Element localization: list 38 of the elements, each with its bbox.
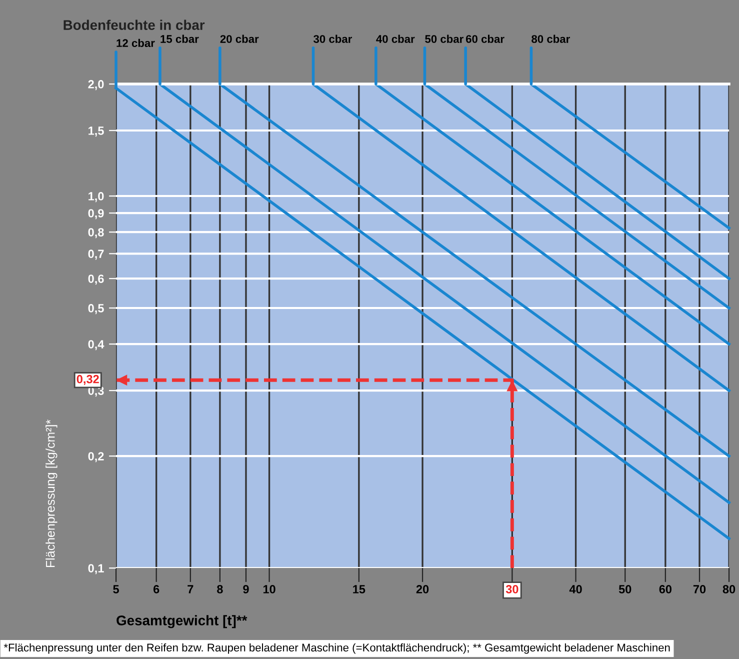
text: 15 cbar bbox=[160, 34, 199, 43]
text: 12 cbar bbox=[116, 38, 155, 48]
y-tick-label: 0,2 bbox=[88, 452, 104, 462]
x-tick-label: 8 bbox=[217, 585, 223, 594]
x-tick-label: 70 bbox=[693, 585, 706, 594]
text: 50 cbar bbox=[425, 34, 464, 43]
x-tick-label: 40 bbox=[569, 585, 582, 594]
y-tick-label: 0,6 bbox=[88, 274, 104, 285]
y-tick-label: 0,9 bbox=[88, 209, 104, 220]
annotation: 0,32 bbox=[76, 374, 99, 386]
y-tick-label: 0,8 bbox=[88, 228, 104, 238]
x-tick-label: 10 bbox=[263, 585, 276, 594]
x-tick-label: 80 bbox=[722, 585, 736, 594]
y-tick-label: 2,0 bbox=[88, 80, 104, 90]
text: 30 cbar bbox=[313, 34, 352, 43]
y-tick-label: 0,7 bbox=[88, 250, 104, 260]
y-tick-label: 0,1 bbox=[88, 564, 104, 574]
x-tick-label: 9 bbox=[243, 585, 249, 594]
text: *Flächenpressung unter den Reifen bzw. Raupen beladener Maschine (=Kontaktflächendruck); ** Gesamtgewicht beladener Maschinen bbox=[4, 643, 670, 654]
y-tick-label: 1,0 bbox=[88, 192, 104, 202]
y-tick-label: 0,5 bbox=[88, 304, 104, 314]
x-tick-label: 6 bbox=[153, 585, 160, 594]
x-tick-label: 20 bbox=[416, 585, 429, 594]
x-axis-title: Gesamtgewicht [t]** bbox=[116, 615, 248, 628]
x-tick-label: 50 bbox=[618, 585, 632, 594]
text: 20 cbar bbox=[220, 34, 259, 43]
y-tick-label: 1,5 bbox=[88, 126, 104, 137]
y-tick-label: 0,4 bbox=[88, 340, 104, 350]
y-axis-title: Flächenpressung [kg/cm²]* bbox=[46, 420, 58, 568]
chart-title: Bodenfeuchte in cbar bbox=[64, 20, 205, 30]
x-tick-label: 7 bbox=[188, 585, 194, 594]
x-tick-label: 5 bbox=[113, 585, 119, 594]
x-tick-label: 30 bbox=[506, 585, 518, 594]
x-tick-label: 15 bbox=[353, 585, 366, 594]
text: 60 cbar bbox=[466, 34, 504, 43]
text: 40 cbar bbox=[376, 34, 415, 43]
x-tick-label: 60 bbox=[659, 585, 672, 594]
text: 80 cbar bbox=[532, 34, 570, 43]
